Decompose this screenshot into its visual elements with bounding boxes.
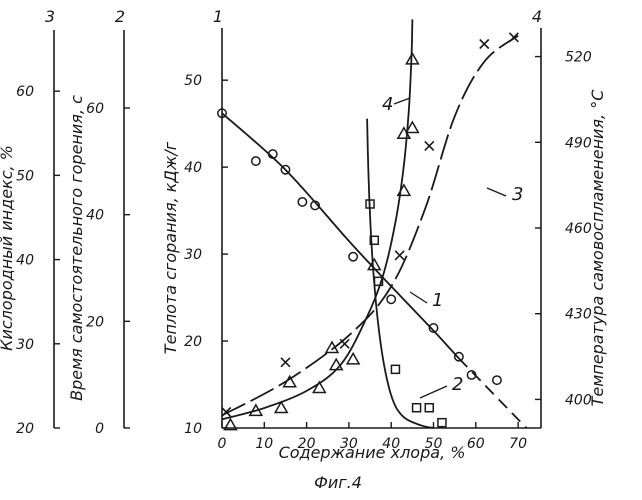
curve-leader-3 [487,188,506,196]
markers-layer [218,33,519,430]
point-1 [298,198,306,206]
point-2 [391,365,399,373]
y-axis-title-1: Теплота сгорания, кДж/г [161,141,180,354]
curve-1-dashed [459,358,527,428]
curve-leader-1 [410,292,427,303]
y-tick-label-1: 40 [184,160,202,176]
curve-label-1: 1 [432,290,443,311]
point-1 [349,252,357,260]
curve-1 [222,113,459,358]
y-tick-label-2: 40 [86,208,104,224]
x-tick-label: 0 [218,436,227,452]
axis-number-1: 1 [213,7,223,26]
curve-label-2: 2 [452,374,463,395]
point-3 [480,40,489,49]
curve-label-4: 4 [382,94,393,115]
point-2 [438,419,446,427]
y-tick-label-3: 30 [16,337,34,353]
labels-layer: Содержание хлора, % Фиг.4 1 Теплота сгора… [0,7,607,492]
y-tick-label-2: 0 [95,421,104,437]
point-3 [425,141,434,150]
x-tick-label: 70 [509,436,527,452]
y-axis-title-3: Кислородный индекс, % [0,145,16,351]
axis-number-4: 4 [532,7,542,26]
y-tick-label-1: 50 [184,73,202,89]
x-axis-label: Содержание хлора, % [279,443,466,462]
figure-caption: Фиг.4 [314,473,362,492]
curve-leader-4 [394,98,410,104]
y-tick-label-4: 520 [565,50,592,66]
point-2 [413,404,421,412]
y-tick-label-1: 20 [184,334,202,350]
y-tick-label-1: 30 [184,247,202,263]
y-tick-label-3: 20 [16,421,34,437]
point-1 [252,157,260,165]
y-tick-label-2: 20 [86,314,104,330]
x-tick-label: 60 [467,436,485,452]
point-2 [425,404,433,412]
curve-2 [367,119,433,428]
point-3 [395,251,404,260]
y-tick-label-3: 50 [16,168,34,184]
point-1 [387,295,395,303]
y-tick-label-2: 60 [86,101,104,117]
x-tick-label: 10 [255,436,273,452]
y-tick-label-1: 10 [184,421,202,437]
axis-number-3: 3 [45,7,55,26]
y-axis-title-2: Время самостоятельного горения, с [67,95,86,401]
point-3 [281,358,290,367]
y-tick-label-3: 60 [16,84,34,100]
point-1 [493,376,501,384]
y-tick-label-3: 40 [16,253,34,269]
axes-layer: 0102030405060701020304050020406020304050… [16,28,592,452]
curves-layer [222,19,527,428]
point-4 [347,353,359,364]
point-3 [340,339,349,348]
curve-label-3: 3 [512,184,523,205]
y-axis-title-4: Температура самовоспламенения, °С [588,89,607,407]
curve-leader-2 [420,386,447,398]
axis-number-2: 2 [115,7,125,26]
